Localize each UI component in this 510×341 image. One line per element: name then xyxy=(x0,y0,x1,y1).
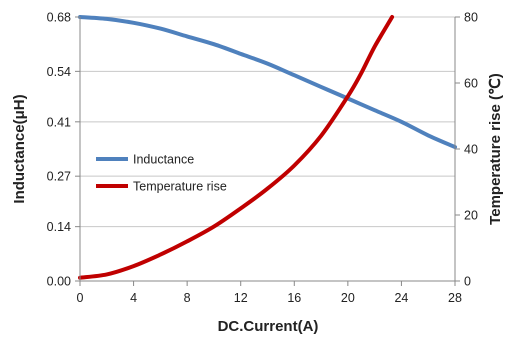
y-right-tick-label: 20 xyxy=(464,209,478,223)
y-left-tick-label: 0.54 xyxy=(47,65,71,79)
legend: Inductance Temperature rise xyxy=(96,153,227,194)
x-axis-title: DC.Current(A) xyxy=(218,318,319,335)
x-tick-label: 24 xyxy=(394,291,408,305)
y-left-tick-label: 0.41 xyxy=(47,115,71,129)
y-axis-left-title: Inductance(μH) xyxy=(11,94,28,203)
grid-lines xyxy=(80,16,455,228)
y-right-tick-label: 0 xyxy=(464,275,471,289)
y-left-tick-label: 0.27 xyxy=(47,170,71,184)
y-left-tick-label: 0.00 xyxy=(47,275,71,289)
y-left-tick-label: 0.68 xyxy=(47,11,71,25)
x-tick-label: 20 xyxy=(341,291,355,305)
x-tick-label: 28 xyxy=(448,291,462,305)
series-line-temperature-rise xyxy=(78,15,395,280)
axes xyxy=(75,16,460,286)
y-right-tick-label: 80 xyxy=(464,11,478,25)
x-tick-label: 16 xyxy=(287,291,301,305)
x-tick-label: 4 xyxy=(130,291,137,305)
series-line-inductance xyxy=(78,15,457,150)
x-tick-label: 12 xyxy=(234,291,248,305)
y-right-tick-label: 40 xyxy=(464,143,478,157)
x-tick-label: 0 xyxy=(77,291,84,305)
y-right-tick-label: 60 xyxy=(464,77,478,91)
y-left-tick-label: 0.14 xyxy=(47,220,71,234)
y-axis-right-title: Temperature rise (℃) xyxy=(487,73,504,225)
legend-label-temperature-rise: Temperature rise xyxy=(133,180,227,194)
x-tick-label: 8 xyxy=(184,291,191,305)
series-lines xyxy=(78,15,457,280)
legend-label-inductance: Inductance xyxy=(133,153,194,167)
tick-labels: 0 4 8 12 16 20 24 28 0.00 0.14 0.27 0.41 0.54 0.68 0 20… xyxy=(47,11,478,306)
